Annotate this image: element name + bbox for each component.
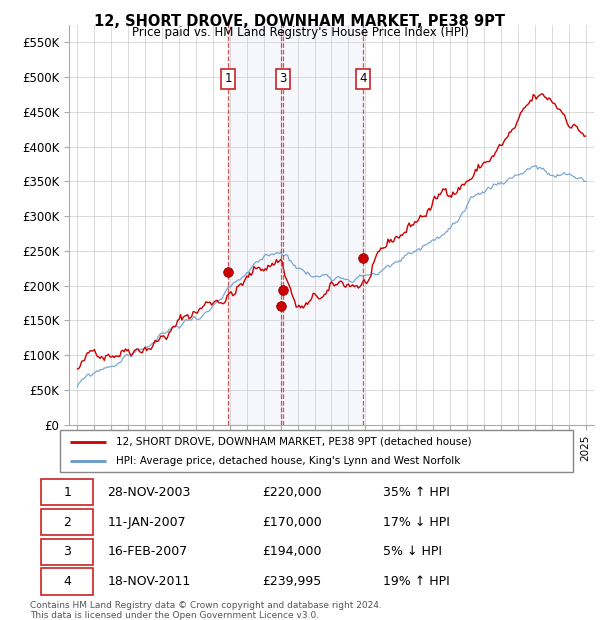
Text: 19% ↑ HPI: 19% ↑ HPI [383, 575, 450, 588]
Text: 18-NOV-2011: 18-NOV-2011 [107, 575, 191, 588]
Text: 4: 4 [359, 73, 367, 86]
FancyBboxPatch shape [41, 539, 94, 565]
Text: 11-JAN-2007: 11-JAN-2007 [107, 516, 186, 528]
Text: 1: 1 [224, 73, 232, 86]
Text: 12, SHORT DROVE, DOWNHAM MARKET, PE38 9PT (detached house): 12, SHORT DROVE, DOWNHAM MARKET, PE38 9P… [116, 436, 472, 446]
Text: 3: 3 [64, 546, 71, 558]
Text: £170,000: £170,000 [262, 516, 322, 528]
Text: £239,995: £239,995 [262, 575, 321, 588]
Text: £194,000: £194,000 [262, 546, 322, 558]
Text: 3: 3 [279, 73, 286, 86]
Text: 16-FEB-2007: 16-FEB-2007 [107, 546, 188, 558]
Text: HPI: Average price, detached house, King's Lynn and West Norfolk: HPI: Average price, detached house, King… [116, 456, 461, 466]
Text: Price paid vs. HM Land Registry's House Price Index (HPI): Price paid vs. HM Land Registry's House … [131, 26, 469, 39]
Text: 12, SHORT DROVE, DOWNHAM MARKET, PE38 9PT: 12, SHORT DROVE, DOWNHAM MARKET, PE38 9P… [95, 14, 505, 29]
FancyBboxPatch shape [41, 509, 94, 535]
FancyBboxPatch shape [60, 430, 573, 472]
FancyBboxPatch shape [41, 569, 94, 595]
Text: 35% ↑ HPI: 35% ↑ HPI [383, 486, 450, 498]
Text: 4: 4 [64, 575, 71, 588]
Bar [228, 25, 364, 425]
Text: 1: 1 [64, 486, 71, 498]
Text: This data is licensed under the Open Government Licence v3.0.: This data is licensed under the Open Gov… [30, 611, 319, 620]
Text: 28-NOV-2003: 28-NOV-2003 [107, 486, 191, 498]
Text: 17% ↓ HPI: 17% ↓ HPI [383, 516, 450, 528]
Text: 2: 2 [64, 516, 71, 528]
Text: 5% ↓ HPI: 5% ↓ HPI [383, 546, 442, 558]
Text: £220,000: £220,000 [262, 486, 322, 498]
Text: Contains HM Land Registry data © Crown copyright and database right 2024.: Contains HM Land Registry data © Crown c… [30, 601, 382, 611]
FancyBboxPatch shape [41, 479, 94, 505]
